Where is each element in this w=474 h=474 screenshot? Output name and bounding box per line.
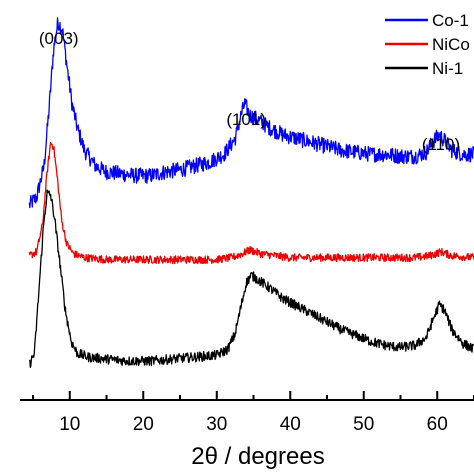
series-line-1 (28, 17, 474, 209)
legend: Co-1 NiCo Ni-1 (385, 11, 470, 78)
x-axis: 10 20 30 40 50 60 (20, 391, 474, 435)
x-tick-label: 20 (133, 414, 154, 435)
peak-label: (003) (39, 29, 79, 48)
legend-label: Ni-1 (432, 59, 463, 78)
x-tick-label: 40 (280, 414, 301, 435)
series-layer (28, 17, 474, 368)
x-tick-label: 60 (427, 414, 448, 435)
legend-label: Co-1 (432, 11, 469, 30)
x-tick-label: 50 (353, 414, 374, 435)
x-tick-label: 10 (59, 414, 80, 435)
x-tick-label: 30 (206, 414, 227, 435)
series-line-3 (28, 189, 474, 368)
peak-label: (101) (226, 110, 266, 129)
legend-label: NiCo (432, 35, 470, 54)
peak-label: (110) (422, 135, 460, 154)
series-line-2 (28, 141, 474, 265)
x-axis-title: 2θ / degrees (191, 443, 324, 470)
peak-labels: (003) (101) (110) (39, 29, 460, 154)
